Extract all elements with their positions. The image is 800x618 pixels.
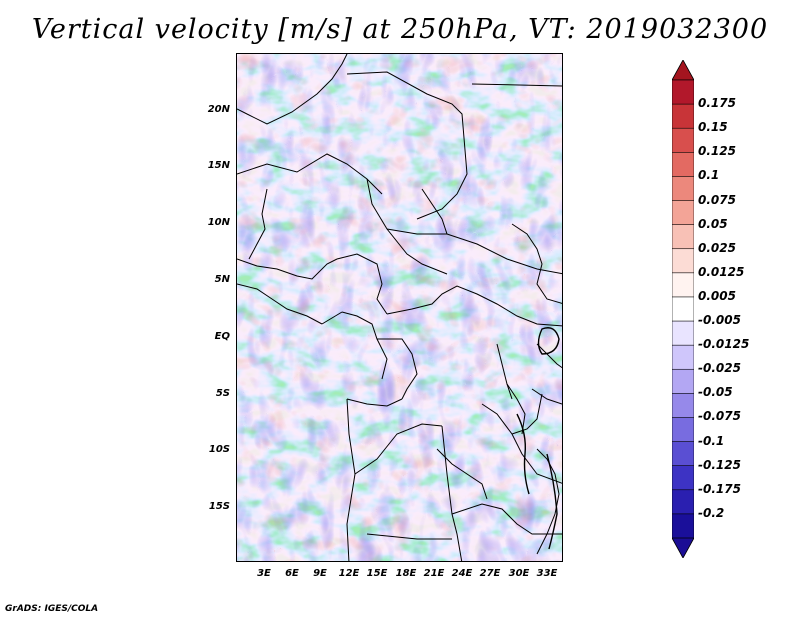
colorbar-tick-label: -0.125: [698, 457, 741, 472]
colorbar-swatch: [672, 417, 694, 443]
colorbar-tick-label: 0.005: [698, 288, 736, 303]
boundary-line: [321, 311, 343, 325]
boundary-line: [354, 423, 443, 475]
colorbar-arrow-bottom: [672, 537, 694, 558]
boundary-line: [386, 285, 562, 327]
boundary-line: [366, 178, 448, 275]
boundary-line: [481, 403, 562, 484]
lon-label-21e: 21E: [423, 568, 445, 579]
lat-label-eq: EQ: [214, 331, 230, 342]
boundary-line: [471, 83, 562, 87]
boundary-line: [377, 338, 418, 400]
boundary-line: [346, 71, 468, 220]
lon-label-9e: 9E: [313, 568, 327, 579]
lat-label-10s: 10S: [208, 444, 230, 455]
colorbar-swatch: [672, 393, 694, 419]
lat-label-10n: 10N: [207, 217, 230, 228]
colorbar-swatch: [672, 320, 694, 346]
boundary-line: [451, 503, 562, 535]
lon-label-3e: 3E: [257, 568, 271, 579]
boundary-line: [386, 228, 562, 275]
boundary-line: [506, 383, 526, 435]
lat-label-5s: 5S: [215, 388, 230, 399]
colorbar-swatch: [672, 513, 694, 539]
lon-label-6e: 6E: [285, 568, 299, 579]
boundary-line: [511, 393, 543, 435]
lake-outlines: [516, 327, 560, 550]
political-boundaries: [237, 54, 562, 561]
field-ascent-streaks: [237, 54, 562, 561]
boundary-line: [436, 448, 488, 500]
colorbar-tick-label: 0.1: [698, 168, 720, 183]
boundary-line: [346, 398, 403, 407]
colorbar-swatch: [672, 272, 694, 298]
colorbar-tick-label: 0.175: [698, 96, 736, 111]
lon-label-30e: 30E: [508, 568, 530, 579]
colorbar-tick-label: -0.05: [698, 385, 733, 400]
colorbar-tick-label: -0.075: [698, 409, 741, 424]
boundary-line: [237, 283, 323, 325]
colorbar-tick-label: 0.0125: [698, 264, 745, 279]
lat-label-15n: 15N: [207, 160, 230, 171]
colorbar-swatch: [672, 441, 694, 467]
colorbar-tick-label: 0.075: [698, 192, 736, 207]
colorbar-tick-label: 0.05: [698, 216, 728, 231]
chart-title: Vertical velocity [m/s] at 250hPa, VT: 2…: [31, 14, 769, 45]
boundary-line: [531, 388, 562, 405]
boundary-line: [496, 343, 513, 400]
colorbar-swatch: [672, 176, 694, 202]
boundary-line: [536, 448, 560, 555]
colorbar-swatch: [672, 489, 694, 515]
colorbar-swatch: [672, 248, 694, 274]
lon-label-12e: 12E: [338, 568, 360, 579]
colorbar-tick-label: -0.175: [698, 481, 741, 496]
colorbar-tick-label: 0.025: [698, 240, 736, 255]
boundary-line: [511, 223, 562, 304]
colorbar-tick-label: -0.0125: [698, 337, 750, 352]
boundary-line: [366, 533, 452, 540]
lake-malawi: [546, 453, 558, 550]
lat-label-15s: 15S: [208, 501, 230, 512]
colorbar-swatch: [672, 368, 694, 394]
boundary-line: [421, 188, 448, 235]
colorbar-swatch: [672, 200, 694, 226]
boundary-line: [536, 343, 562, 369]
colorbar-tick-label: 0.125: [698, 144, 736, 159]
boundary-line: [341, 311, 388, 380]
colorbar-swatch: [672, 79, 694, 105]
lake-tanganyika: [516, 413, 530, 495]
vertical-velocity-field: [237, 54, 562, 561]
lon-label-33e: 33E: [536, 568, 558, 579]
colorbar-tick-label: -0.025: [698, 361, 741, 376]
lon-label-15e: 15E: [366, 568, 388, 579]
colorbar-swatch: [672, 103, 694, 129]
lat-label-5n: 5N: [214, 274, 230, 285]
lon-label-18e: 18E: [395, 568, 417, 579]
colorbar-arrow-top: [672, 60, 694, 81]
colorbar-swatch: [672, 152, 694, 178]
colorbar-tick-label: 0.15: [698, 120, 728, 135]
boundary-line: [336, 253, 388, 315]
boundary-line: [237, 258, 338, 280]
lat-label-20n: 20N: [207, 104, 230, 115]
colorbar-tick-label: -0.1: [698, 433, 725, 448]
colorbar-swatch: [672, 224, 694, 250]
map-panel: [236, 53, 563, 562]
footer-credit: GrADS: IGES/COLA: [5, 604, 99, 614]
colorbar-swatch: [672, 344, 694, 370]
lon-label-27e: 27E: [479, 568, 501, 579]
colorbar: [672, 60, 694, 558]
colorbar-tick-label: -0.2: [698, 505, 725, 520]
boundary-line: [248, 188, 268, 260]
boundary-line: [237, 54, 348, 125]
colorbar-swatch: [672, 127, 694, 153]
colorbar-swatch: [672, 296, 694, 322]
colorbar-tick-label: -0.005: [698, 313, 741, 328]
lake-victoria: [537, 327, 560, 355]
colorbar-swatch: [672, 465, 694, 491]
lon-label-24e: 24E: [451, 568, 473, 579]
